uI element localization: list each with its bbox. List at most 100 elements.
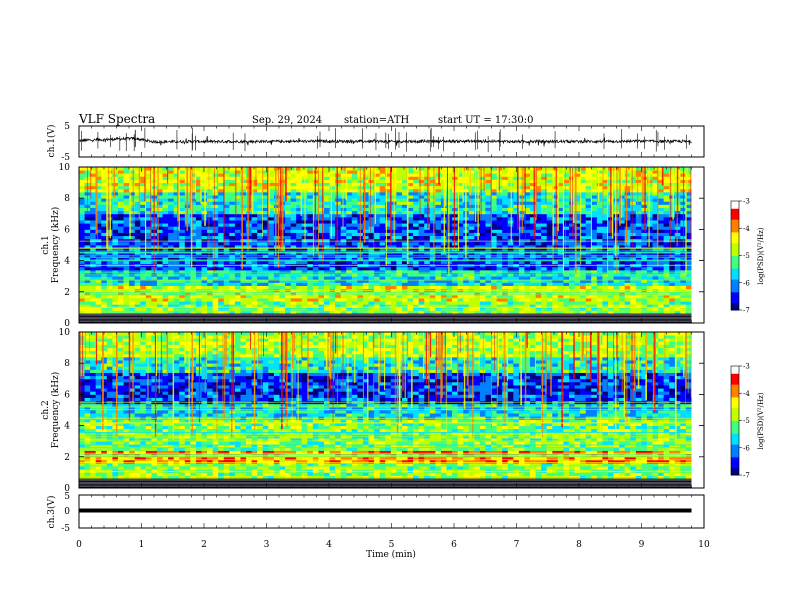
spectrogram-cell xyxy=(502,291,509,296)
spectrogram-cell xyxy=(251,207,258,212)
spectrogram-cell xyxy=(296,248,303,252)
spectrogram-cell xyxy=(79,310,85,315)
spectrogram-cell xyxy=(273,223,280,227)
spectrogram-cell xyxy=(290,182,297,187)
spectrogram-cell xyxy=(262,301,269,305)
spectrogram-cell xyxy=(557,235,564,240)
spectrogram-cell xyxy=(413,198,420,202)
spectrogram-cell xyxy=(79,282,85,286)
spectrogram-cell xyxy=(563,266,570,271)
spectrogram-cell xyxy=(357,294,364,299)
spectrogram-cell xyxy=(340,307,347,311)
spectrogram-cell xyxy=(340,223,347,227)
spectrogram-cell xyxy=(524,232,531,237)
spectrogram-cell xyxy=(496,279,503,283)
spectrogram-cell xyxy=(580,241,587,246)
spectrogram-cell xyxy=(457,260,464,265)
spectrogram-cell xyxy=(140,229,147,233)
spectrogram-cell xyxy=(251,294,258,299)
spectrogram-cell xyxy=(324,235,330,240)
spectrogram-cell xyxy=(156,195,163,199)
ch1-ytick-bottom: -5 xyxy=(61,153,70,163)
spectrogram-cell xyxy=(379,276,386,280)
spectrogram-cell xyxy=(201,282,208,286)
spectrogram-cell xyxy=(368,188,375,193)
spectrogram-cell xyxy=(324,285,330,290)
spectrogram-cell xyxy=(156,269,163,274)
spectrogram-cell xyxy=(607,310,614,315)
spectrogram-cell xyxy=(569,269,575,274)
spectrogram-cell xyxy=(296,207,303,212)
spectrogram-cell xyxy=(257,235,264,240)
spectrogram-cell xyxy=(140,291,147,296)
spectrogram-cell xyxy=(580,232,587,237)
spectrogram-cell xyxy=(324,213,330,218)
spectrogram-cell xyxy=(184,229,191,233)
spectrogram-cell xyxy=(229,176,236,180)
spectrogram-cell xyxy=(507,260,514,265)
spectrogram-cell xyxy=(190,282,197,286)
spectrogram-cell xyxy=(351,310,358,315)
spectrogram-cell xyxy=(229,282,236,286)
spectrogram-cell xyxy=(123,310,130,315)
spectrogram-cell xyxy=(541,235,548,240)
spectrogram-cell xyxy=(168,188,175,193)
spectrogram-cell xyxy=(273,198,280,202)
spectrogram-cell xyxy=(290,198,297,202)
spectrogram-cell xyxy=(479,226,486,230)
spectrogram-cell xyxy=(368,167,375,171)
spectrogram-cell xyxy=(240,170,247,174)
spectrogram-cell xyxy=(318,294,325,299)
spectrogram-cell xyxy=(485,294,492,299)
spectrogram-cell xyxy=(457,220,464,224)
spectrogram-cell xyxy=(307,195,314,199)
spectrogram-cell xyxy=(362,276,369,280)
spectrogram-cell xyxy=(580,210,587,215)
spectrogram-cell xyxy=(351,307,358,311)
spectrogram-cell xyxy=(585,182,592,187)
spectrogram-cell xyxy=(596,185,603,190)
spectrogram-cell xyxy=(485,216,492,221)
spectrogram-cell xyxy=(574,269,581,274)
spectrogram-cell xyxy=(145,182,152,187)
spectrogram-cell xyxy=(413,294,420,299)
spectrogram-cell xyxy=(229,257,236,261)
spectrogram-cell xyxy=(351,213,358,218)
spectrogram-cell xyxy=(457,245,464,249)
spectrogram-cell xyxy=(268,232,275,237)
spectrogram-cell xyxy=(362,257,369,261)
spectrogram-cell xyxy=(251,170,258,174)
spectrogram-cell xyxy=(312,279,319,283)
spectrogram-cell xyxy=(229,248,236,252)
spectrogram-cell xyxy=(251,173,258,177)
spectrogram-cell xyxy=(569,216,575,221)
spectrogram-cell xyxy=(585,213,592,218)
spectrogram-cell xyxy=(296,307,303,311)
spectrogram-cell xyxy=(496,269,503,274)
spectrogram-cell xyxy=(223,294,230,299)
spectrogram-cell xyxy=(190,291,197,296)
spectrogram-cell xyxy=(446,185,453,190)
spectrogram-cell xyxy=(90,241,97,246)
spectrogram-cell xyxy=(240,229,247,233)
spectrogram-cell xyxy=(385,298,392,302)
spectrogram-cell xyxy=(84,310,91,315)
spectrogram-cell xyxy=(535,294,542,299)
spectrogram-cell xyxy=(474,188,481,193)
spectrogram-cell xyxy=(173,210,180,215)
spectrogram-cell xyxy=(401,220,408,224)
spectrogram-cell xyxy=(474,207,481,212)
spectrogram-cell xyxy=(580,216,587,221)
spectrogram-cell xyxy=(401,188,408,193)
spectrogram-cell xyxy=(396,304,403,308)
spectrogram-cell xyxy=(485,179,492,183)
spectrogram-cell xyxy=(101,285,108,290)
spectrogram-cell xyxy=(429,301,436,305)
spectrogram-cell xyxy=(446,207,453,212)
spectrogram-cell xyxy=(446,170,453,174)
spectrogram-cell xyxy=(340,248,347,252)
spectrogram-cell xyxy=(101,198,108,202)
spectrogram-cell xyxy=(207,269,214,274)
spectrogram-cell xyxy=(580,195,587,199)
spectrogram-cell xyxy=(596,248,603,252)
